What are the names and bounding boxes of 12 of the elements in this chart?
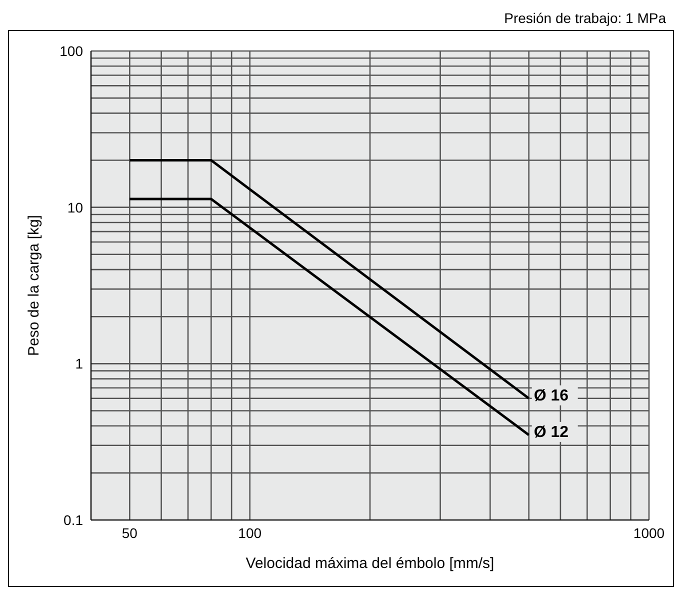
x-axis-title: Velocidad máxima del émbolo [mm/s] <box>246 555 494 572</box>
series-label: Ø 12 <box>534 424 569 441</box>
y-tick-label: 0.1 <box>64 512 84 528</box>
y-axis-title: Peso de la carga [kg] <box>25 215 42 356</box>
y-tick-label: 10 <box>67 199 84 216</box>
y-tick-label: 1 <box>75 356 84 372</box>
y-tick-label: 100 <box>60 42 84 59</box>
chart-title: Presión de trabajo: 1 MPa <box>503 9 667 28</box>
x-tick-label: 1000 <box>633 524 665 541</box>
series-label: Ø 16 <box>534 387 569 404</box>
x-tick-label: 100 <box>238 524 262 541</box>
x-tick-label: 50 <box>122 524 138 541</box>
